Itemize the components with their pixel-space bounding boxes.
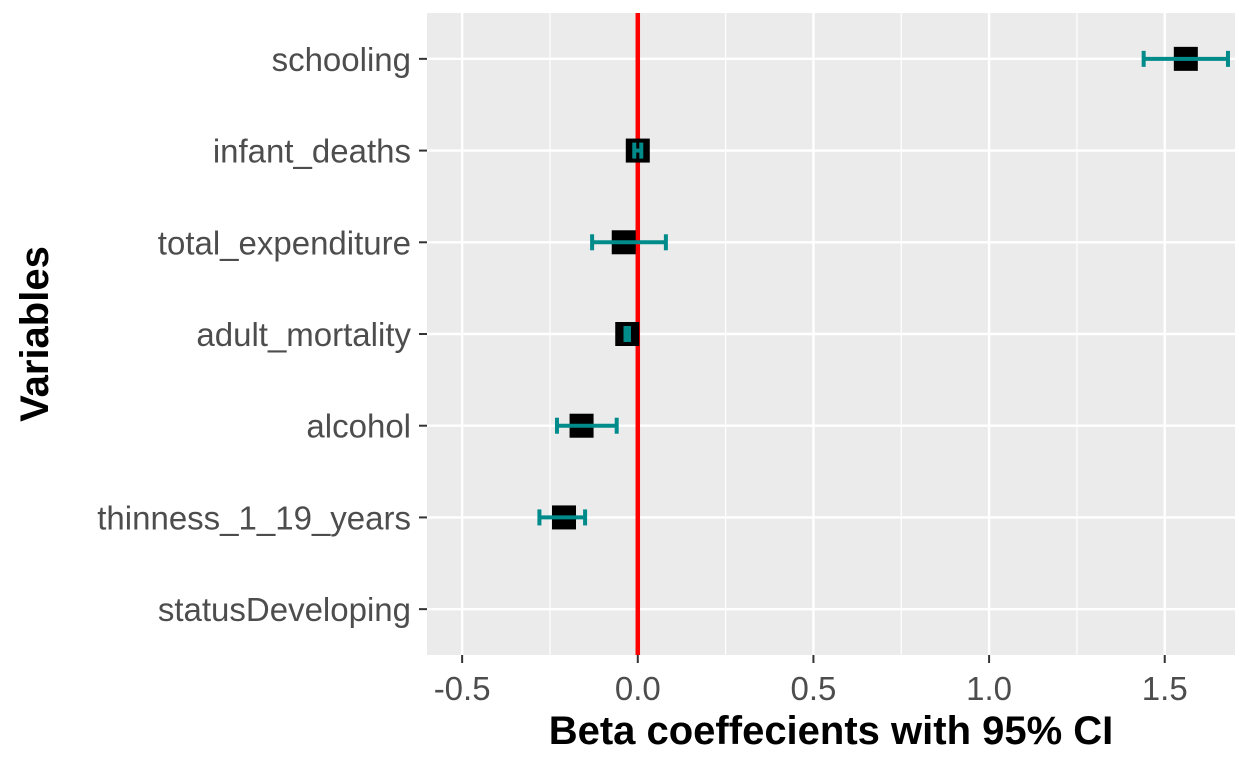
- y-category-label: infant_deaths: [213, 133, 411, 170]
- y-category-label: alcohol: [306, 408, 411, 445]
- y-category-label: statusDeveloping: [158, 591, 411, 628]
- x-axis-title: Beta coeffecients with 95% CI: [549, 709, 1114, 753]
- y-category-label: thinness_1_19_years: [97, 499, 411, 536]
- y-category-label: total_expenditure: [158, 224, 411, 261]
- x-tick-label: -0.5: [434, 670, 491, 707]
- x-tick-label: 0.5: [790, 670, 836, 707]
- x-tick-label: 1.0: [966, 670, 1012, 707]
- y-category-label: schooling: [272, 41, 411, 78]
- y-axis-title: Variables: [13, 246, 57, 422]
- y-category-label: adult_mortality: [196, 316, 411, 353]
- x-tick-label: 1.5: [1142, 670, 1188, 707]
- x-tick-label: 0.0: [615, 670, 661, 707]
